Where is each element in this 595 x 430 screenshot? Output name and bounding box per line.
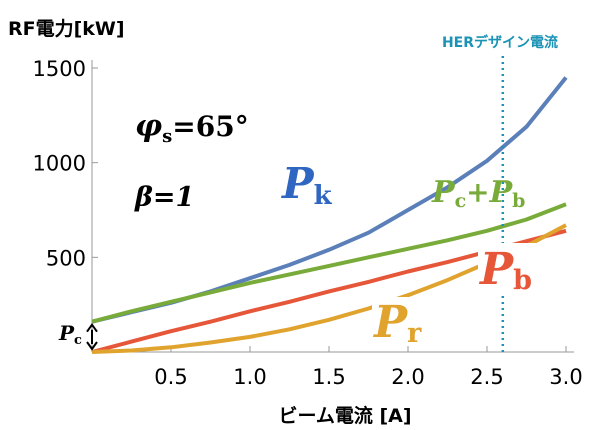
series-layer — [91, 76, 568, 354]
pr-label-background — [372, 297, 428, 343]
pcb-label: Pc+Pb — [431, 175, 525, 212]
pr-subscript: r — [407, 318, 422, 349]
pk-main: P — [281, 159, 315, 208]
pr-label: Pr — [372, 297, 422, 349]
phi-annotation: φs=65° — [135, 109, 249, 147]
series-line-pcb — [91, 202, 567, 324]
phi-symbol: φ — [135, 109, 162, 144]
pk-subscript: k — [314, 181, 333, 211]
pcb-sub1: c — [455, 190, 467, 212]
pc-arrow-head — [86, 322, 98, 333]
pc-arrow-head — [86, 341, 98, 351]
y-axis-title: RF電力[kW] — [8, 17, 125, 40]
pb-label-background — [478, 243, 536, 295]
pb-subscript: b — [513, 265, 532, 296]
pcb-main2: P — [489, 175, 514, 210]
phi-value: =65° — [172, 110, 248, 143]
x-tick-label: 1.5 — [312, 365, 345, 389]
pc-double-arrow — [86, 322, 98, 351]
y-tick-label: 500 — [46, 246, 86, 270]
y-tick-label: 1000 — [33, 152, 86, 176]
pc-subscript: c — [74, 333, 82, 348]
pcb-plus: + — [466, 176, 489, 209]
pc-main: P — [58, 321, 75, 345]
pk-label: Pk — [281, 159, 333, 211]
axis-ticks: 0.5 1.0 1.5 2.0 2.5 3.0 500 1000 1500 — [33, 57, 583, 389]
pb-label: Pb — [478, 244, 532, 296]
x-tick-label: 2.0 — [391, 365, 424, 389]
y-tick-label: 1500 — [33, 57, 86, 81]
pcb-main1: P — [431, 175, 456, 210]
x-axis-title: ビーム電流 [A] — [278, 404, 411, 427]
x-tick-label: 3.0 — [549, 365, 582, 389]
phi-subscript: s — [162, 126, 172, 147]
x-tick-label: 0.5 — [154, 365, 187, 389]
x-tick-label: 2.5 — [470, 365, 503, 389]
pcb-sub2: b — [512, 190, 525, 212]
x-tick-label: 1.0 — [233, 365, 266, 389]
beta-annotation: β=1 — [134, 182, 194, 213]
pr-main: P — [372, 297, 409, 348]
pc-label: Pc — [58, 321, 82, 348]
her-design-current-label: HERデザイン電流 — [442, 34, 558, 51]
pb-main: P — [478, 244, 515, 295]
